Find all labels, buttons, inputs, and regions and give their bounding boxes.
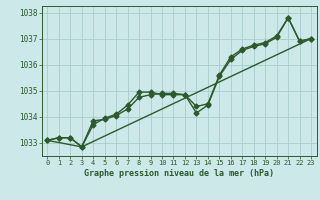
X-axis label: Graphe pression niveau de la mer (hPa): Graphe pression niveau de la mer (hPa) [84, 169, 274, 178]
